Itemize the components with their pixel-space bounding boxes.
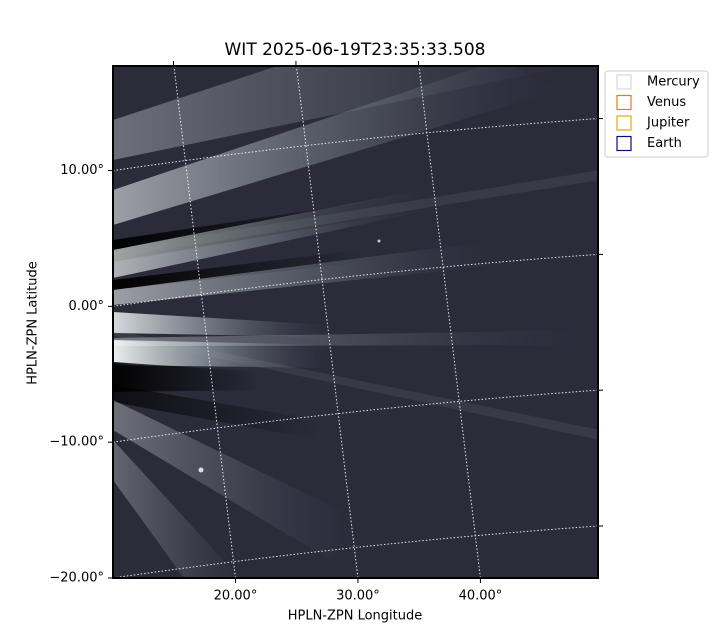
chart-title: WIT 2025-06-19T23:35:33.508 bbox=[225, 40, 486, 60]
legend-swatch bbox=[616, 115, 632, 131]
grid bbox=[112, 61, 599, 579]
legend-label: Jupiter bbox=[646, 116, 690, 131]
y-tick-label: −20.00° bbox=[49, 571, 104, 586]
grid-line bbox=[112, 389, 599, 443]
grid-line bbox=[112, 118, 599, 172]
grid-line bbox=[112, 525, 599, 579]
grid-line bbox=[172, 61, 236, 579]
legend: Mercury Venus Jupiter Earth bbox=[604, 70, 709, 158]
legend-swatch bbox=[616, 94, 632, 111]
x-tick-label: 20.00° bbox=[214, 589, 258, 604]
plot-frame bbox=[112, 65, 599, 579]
grid-line bbox=[417, 61, 481, 579]
legend-swatch bbox=[616, 74, 632, 90]
legend-frame bbox=[604, 70, 709, 158]
y-tick-label: 0.00° bbox=[69, 299, 104, 314]
y-axis-label: HPLN-ZPN Latitude bbox=[26, 261, 41, 384]
x-tick-label: 30.00° bbox=[336, 589, 380, 604]
legend-label: Mercury bbox=[647, 75, 700, 90]
y-tick-label: 10.00° bbox=[60, 163, 104, 178]
grid-line bbox=[112, 253, 599, 307]
legend-label: Venus bbox=[647, 95, 686, 110]
grid-line bbox=[295, 61, 359, 579]
legend-label: Earth bbox=[647, 136, 682, 151]
legend-swatch bbox=[616, 135, 632, 152]
image bbox=[113, 66, 598, 578]
x-axis-label: HPLN-ZPN Longitude bbox=[288, 609, 423, 624]
y-tick-label: −10.00° bbox=[49, 435, 104, 450]
x-tick-label: 40.00° bbox=[459, 589, 503, 604]
